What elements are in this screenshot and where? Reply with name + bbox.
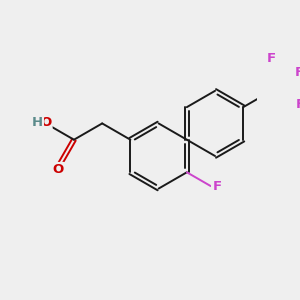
Text: F: F <box>212 180 221 193</box>
Text: O: O <box>40 116 51 129</box>
Text: F: F <box>296 98 300 111</box>
Text: H: H <box>32 116 43 129</box>
Text: F: F <box>295 66 300 79</box>
Text: O: O <box>53 163 64 176</box>
Text: F: F <box>267 52 276 65</box>
